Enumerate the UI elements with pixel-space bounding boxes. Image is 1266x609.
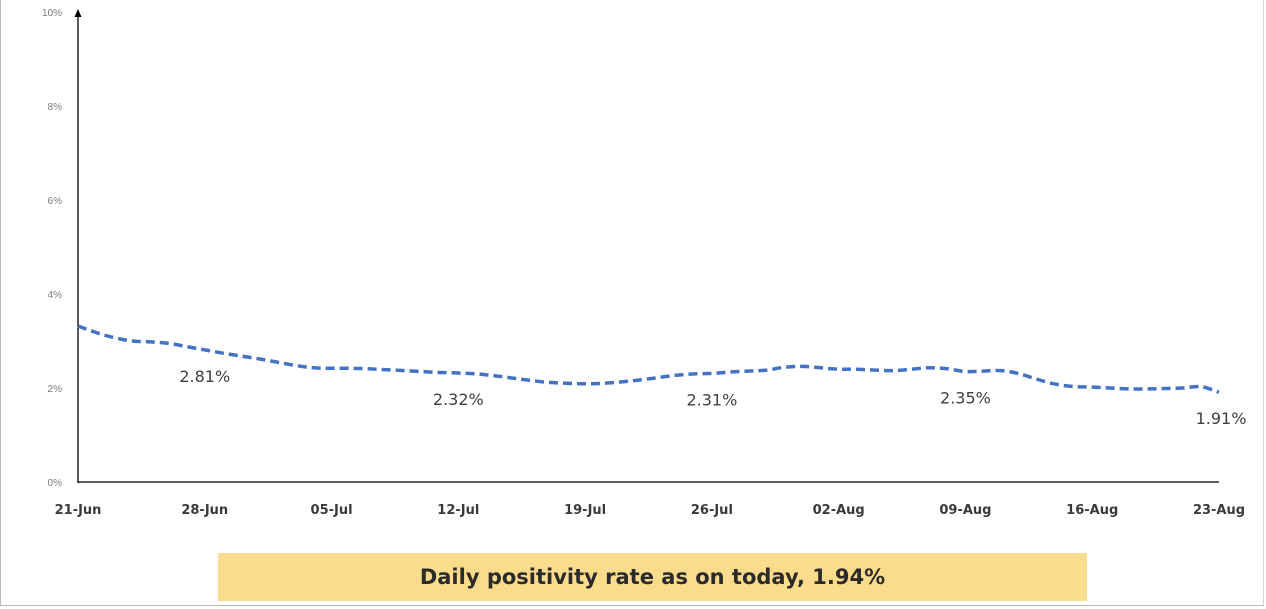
y-tick-label: 0%	[48, 478, 63, 489]
x-tick-label: 02-Aug	[813, 503, 865, 518]
x-tick-label: 05-Jul	[311, 503, 353, 518]
x-tick-label: 26-Jul	[691, 503, 733, 518]
x-tick-label: 16-Aug	[1066, 503, 1118, 518]
data-label: 2.81%	[179, 367, 230, 386]
y-tick-label: 4%	[48, 290, 63, 301]
x-tick-label: 09-Aug	[939, 503, 991, 518]
data-label: 1.91%	[1196, 409, 1247, 428]
banner-text: Daily positivity rate as on today, 1.94%	[419, 565, 886, 589]
x-tick-labels: 21-Jun 28-Jun 05-Jul 12-Jul 19-Jul 26-Jul 02-A…	[55, 503, 1245, 518]
series-layer	[77, 324, 1220, 394]
x-tick-label: 12-Jul	[437, 503, 479, 518]
y-tick-labels: 0% 2% 4% 6% 8% 10%	[42, 8, 62, 489]
chart-axes	[74, 9, 1219, 483]
data-labels: 2.81% 2.32% 2.31% 2.35% 1.91%	[179, 367, 1246, 428]
daily-positivity-banner: Daily positivity rate as on today, 1.94%	[218, 553, 1087, 601]
y-tick-label: 10%	[42, 8, 62, 19]
positivity-rate-line	[77, 324, 1220, 394]
data-label: 2.31%	[686, 390, 737, 409]
x-tick-label: 23-Aug	[1193, 503, 1245, 518]
y-tick-label: 2%	[48, 384, 63, 395]
data-label: 2.32%	[433, 390, 484, 409]
y-axis-arrow	[74, 9, 82, 17]
x-tick-label: 19-Jul	[564, 503, 606, 518]
x-tick-label: 28-Jun	[181, 503, 228, 518]
y-tick-label: 6%	[48, 196, 63, 207]
data-label: 2.35%	[940, 389, 991, 408]
x-tick-label: 21-Jun	[55, 503, 102, 518]
y-tick-label: 8%	[48, 102, 63, 113]
